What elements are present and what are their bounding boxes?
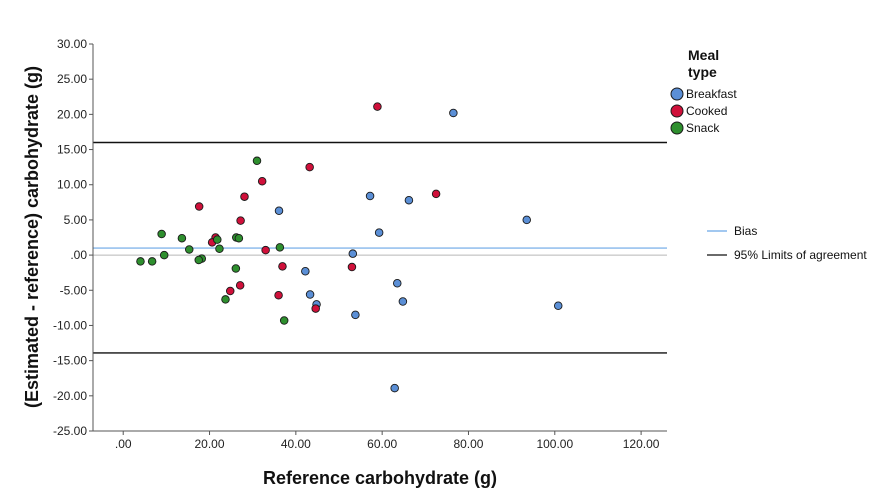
point-cooked [347, 262, 357, 272]
point-snack [231, 264, 241, 273]
point-snack [221, 295, 230, 304]
point-cooked [431, 189, 441, 199]
legend-line-label: 95% Limits of agreement [734, 248, 867, 262]
point-cooked [236, 216, 245, 225]
point-snack [159, 250, 169, 260]
point-snack [177, 233, 187, 243]
tick-labels: 30.00 25.00 20.00 15.00 10.00 5.00 .00 -5.00 -10… [53, 37, 660, 451]
legend-marker-breakfast [670, 87, 684, 101]
x-tick-label: 20.00 [195, 437, 225, 451]
point-cooked [257, 176, 267, 186]
x-tick-label: 120.00 [623, 437, 660, 451]
point-breakfast [351, 310, 360, 320]
y-tick-label: -5.00 [60, 283, 88, 297]
point-cooked [235, 281, 245, 290]
point-breakfast [522, 215, 531, 225]
reference-lines [93, 141, 667, 354]
y-tick-label: 30.00 [57, 37, 87, 51]
point-snack [275, 243, 285, 252]
legend-marker-cooked [670, 104, 684, 118]
point-breakfast [305, 290, 315, 299]
point-breakfast [398, 297, 408, 306]
legend-marker-snack [670, 121, 684, 135]
point-cooked [373, 102, 382, 111]
x-tick-label: 40.00 [281, 437, 311, 451]
point-cooked [311, 304, 320, 313]
point-cooked [278, 262, 287, 271]
legend-label-snack: Snack [686, 121, 720, 135]
point-snack [194, 255, 203, 265]
point-breakfast [348, 249, 358, 258]
point-snack [213, 235, 222, 244]
legend-label-breakfast: Breakfast [686, 87, 737, 101]
point-breakfast [274, 206, 284, 216]
point-snack [136, 257, 145, 266]
point-snack [215, 244, 224, 254]
x-tick-label: 60.00 [367, 437, 397, 451]
point-cooked [194, 202, 204, 211]
point-cooked [274, 290, 283, 300]
y-tick-label: -20.00 [53, 389, 87, 403]
legend-title: Meal [688, 47, 719, 63]
point-breakfast [365, 191, 375, 201]
legend-line-label: Bias [734, 224, 757, 238]
x-axis-title: Reference carbohydrate (g) [263, 468, 497, 488]
y-axis-title: (Estimated - reference) carbohydrate (g) [22, 66, 42, 408]
point-breakfast [374, 228, 384, 237]
point-breakfast [301, 267, 310, 276]
data-points [136, 102, 563, 393]
y-tick-label: 5.00 [64, 213, 88, 227]
point-breakfast [553, 301, 563, 311]
axes [92, 44, 667, 432]
point-snack [279, 316, 289, 325]
point-snack [147, 257, 157, 266]
point-cooked [261, 245, 270, 255]
point-snack [157, 229, 166, 239]
y-tick-label: .00 [70, 248, 87, 262]
point-snack [234, 233, 244, 243]
point-snack [184, 245, 194, 254]
y-tick-label: -10.00 [53, 318, 87, 332]
y-tick-label: 15.00 [57, 143, 87, 157]
y-tick-label: -25.00 [53, 424, 87, 438]
point-breakfast [404, 195, 414, 205]
y-tick-label: 10.00 [57, 178, 87, 192]
point-breakfast [390, 383, 399, 393]
legend-title: type [688, 64, 717, 80]
point-snack [252, 156, 262, 166]
point-cooked [305, 162, 314, 172]
y-tick-label: 20.00 [57, 107, 87, 121]
legend-label-cooked: Cooked [686, 104, 727, 118]
point-breakfast [393, 278, 402, 288]
point-cooked [240, 192, 249, 201]
y-tick-label: 25.00 [57, 72, 87, 86]
point-breakfast [449, 108, 458, 118]
x-tick-label: 100.00 [536, 437, 573, 451]
point-cooked [225, 286, 235, 296]
x-tick-label: .00 [115, 437, 132, 451]
y-tick-label: -15.00 [53, 354, 87, 368]
x-tick-label: 80.00 [453, 437, 483, 451]
